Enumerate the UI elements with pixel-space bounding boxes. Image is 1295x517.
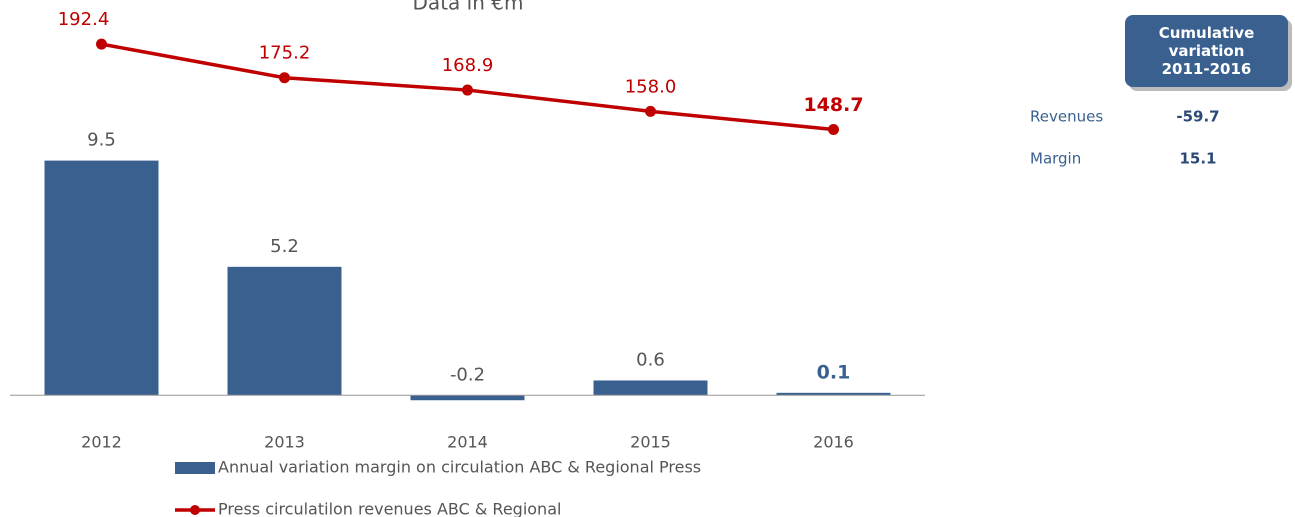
data-label: 175.2: [259, 43, 311, 64]
line-marker: [462, 84, 473, 96]
line-marker: [828, 124, 839, 136]
bar: [593, 380, 708, 396]
data-label: 9.5: [87, 130, 116, 151]
table-row-value: 15.1: [1179, 150, 1216, 168]
table-row-label: Revenues: [1030, 108, 1103, 126]
table-header-text: Cumulative variation 2011-2016: [1158, 24, 1255, 78]
legend-label: Press circulatilon revenues ABC & Region…: [218, 500, 561, 517]
data-label: 5.2: [270, 236, 299, 257]
line-marker: [645, 105, 656, 117]
x-tick-label: 2012: [81, 433, 122, 452]
x-tick-label: 2016: [813, 433, 854, 452]
bar: [44, 160, 159, 396]
data-label: 0.6: [636, 349, 665, 370]
x-tick-label: 2015: [630, 433, 671, 452]
bar: [227, 266, 342, 396]
table-row-label: Margin: [1030, 150, 1081, 168]
data-label: 168.9: [442, 55, 494, 76]
bar: [776, 392, 891, 396]
data-label: 0.1: [817, 361, 851, 383]
data-label: -0.2: [450, 364, 485, 385]
legend-swatch: [175, 462, 215, 474]
line-marker: [279, 72, 290, 84]
x-tick-label: 2014: [447, 433, 488, 452]
x-tick-label: 2013: [264, 433, 305, 452]
legend-swatch: [190, 505, 200, 515]
line-marker: [96, 38, 107, 50]
bar: [410, 395, 525, 401]
table-header: Cumulative variation 2011-2016: [1158, 24, 1255, 78]
legend-label: Annual variation margin on circulation A…: [218, 458, 701, 477]
table-header-box: [1125, 15, 1288, 87]
data-label: 148.7: [803, 94, 863, 116]
chart-subtitle: Data in €m: [413, 0, 524, 15]
data-label: 158.0: [625, 76, 677, 97]
data-label: 192.4: [58, 9, 110, 30]
table-row-value: -59.7: [1176, 108, 1219, 126]
